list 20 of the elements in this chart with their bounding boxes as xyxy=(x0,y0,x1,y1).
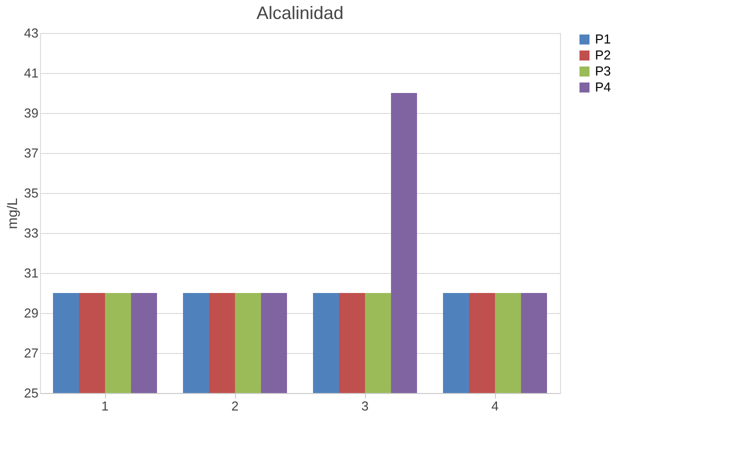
legend-label: P3 xyxy=(595,64,611,78)
legend-label: P1 xyxy=(595,32,611,46)
legend-label: P4 xyxy=(595,80,611,94)
y-tick-label: 43 xyxy=(24,26,38,40)
legend-label: P2 xyxy=(595,48,611,62)
x-tick-label: 1 xyxy=(101,398,109,414)
chart-title: Alcalinidad xyxy=(256,3,344,23)
y-tick-label: 25 xyxy=(24,386,38,400)
y-tick-label: 41 xyxy=(24,66,38,80)
y-tick-label: 27 xyxy=(24,346,38,360)
x-tick-label: 3 xyxy=(361,398,369,414)
y-tick-label: 33 xyxy=(24,226,38,240)
y-tick-label: 39 xyxy=(24,106,38,120)
y-axis-title: mg/L xyxy=(4,198,20,230)
y-tick-label: 35 xyxy=(24,186,38,200)
x-tick-label: 4 xyxy=(491,398,499,414)
y-tick-label: 37 xyxy=(24,146,38,160)
y-tick-label: 29 xyxy=(24,306,38,320)
x-tick-label: 2 xyxy=(231,398,239,414)
y-tick-label: 31 xyxy=(24,266,38,280)
